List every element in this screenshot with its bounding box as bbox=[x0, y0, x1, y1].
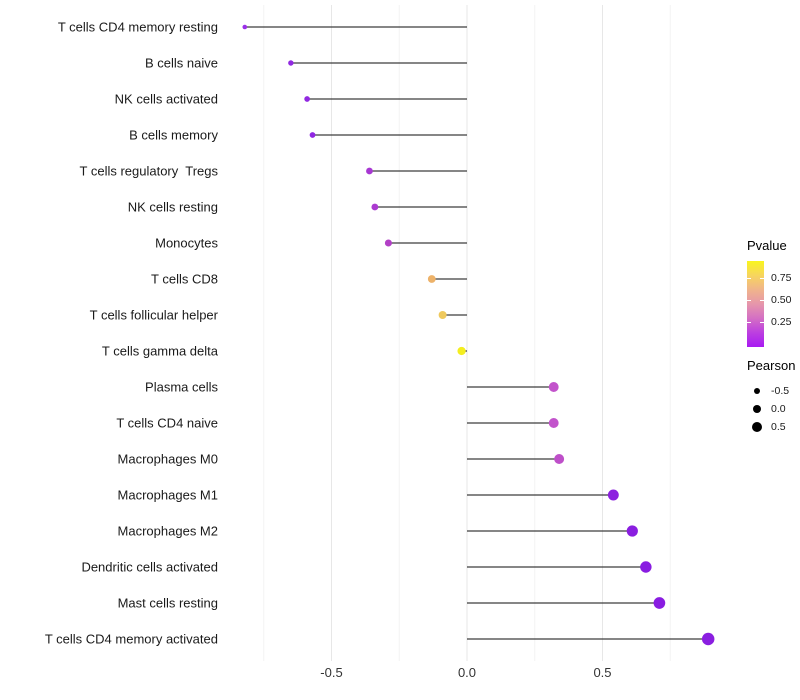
pvalue-tick-mark bbox=[747, 278, 751, 279]
lollipop-point bbox=[309, 132, 316, 138]
pearson-legend-dot bbox=[751, 421, 763, 433]
category-label: Plasma cells bbox=[145, 380, 218, 395]
pvalue-tick-mark bbox=[760, 278, 764, 279]
pearson-legend-title: Pearson bbox=[747, 358, 796, 373]
pearson-legend-row: 0.5 bbox=[747, 418, 795, 436]
lollipop-point bbox=[438, 311, 447, 319]
category-label: T cells CD4 naive bbox=[116, 416, 218, 431]
lollipop-point bbox=[701, 632, 715, 646]
pearson-legend: Pearson -0.5 0.0 0.5 bbox=[747, 358, 795, 436]
pvalue-gradient-wrap: 0.75 0.50 0.25 bbox=[747, 261, 791, 347]
pvalue-tick-mark bbox=[760, 322, 764, 323]
lollipop-point bbox=[304, 96, 310, 102]
category-label: NK cells resting bbox=[128, 200, 218, 215]
pvalue-tick-label: 0.25 bbox=[771, 316, 792, 328]
lollipop-point bbox=[548, 418, 559, 428]
pearson-legend-dot-cell bbox=[747, 387, 767, 395]
category-label: Monocytes bbox=[155, 236, 218, 251]
lollipop-point bbox=[607, 489, 619, 501]
pvalue-legend: Pvalue 0.75 0.50 0.25 bbox=[747, 238, 791, 347]
category-label: T cells CD4 memory activated bbox=[45, 632, 218, 647]
pvalue-tick-label: 0.75 bbox=[771, 272, 792, 284]
lollipop-point bbox=[457, 346, 466, 356]
lollipop-point bbox=[427, 275, 436, 283]
lollipop-point bbox=[548, 382, 559, 392]
pearson-legend-label: -0.5 bbox=[771, 385, 790, 397]
lollipop-point bbox=[626, 525, 638, 537]
x-tick-label: 0.0 bbox=[458, 665, 476, 680]
pearson-legend-dot-cell bbox=[747, 404, 767, 414]
lollipop-point bbox=[366, 167, 373, 175]
category-label: B cells naive bbox=[145, 56, 218, 71]
pvalue-legend-title: Pvalue bbox=[747, 238, 787, 253]
category-label: T cells regulatory Tregs bbox=[80, 164, 219, 179]
lollipop-point bbox=[653, 597, 666, 609]
x-tick-label: 0.5 bbox=[593, 665, 611, 680]
pearson-legend-label: 0.5 bbox=[771, 421, 786, 433]
lollipop-point bbox=[640, 561, 652, 573]
category-label: Dendritic cells activated bbox=[81, 560, 218, 575]
category-label: Macrophages M1 bbox=[118, 488, 218, 503]
pearson-legend-label: 0.0 bbox=[771, 403, 786, 415]
category-label: Macrophages M2 bbox=[118, 524, 218, 539]
pvalue-gradient-bar bbox=[747, 261, 764, 347]
category-label: T cells CD8 bbox=[151, 272, 218, 287]
category-label: Mast cells resting bbox=[118, 596, 218, 611]
pearson-legend-row: 0.0 bbox=[747, 400, 795, 418]
category-label: B cells memory bbox=[129, 128, 218, 143]
category-label: T cells gamma delta bbox=[102, 344, 219, 359]
lollipop-point bbox=[371, 203, 379, 211]
pvalue-tick-mark bbox=[747, 300, 751, 301]
pearson-legend-dot bbox=[752, 404, 762, 414]
lollipop-point bbox=[384, 239, 392, 247]
pearson-legend-row: -0.5 bbox=[747, 382, 795, 400]
category-label: Macrophages M0 bbox=[118, 452, 218, 467]
category-label: T cells CD4 memory resting bbox=[58, 20, 218, 35]
category-label: NK cells activated bbox=[115, 92, 218, 107]
category-label: T cells follicular helper bbox=[90, 308, 219, 323]
lollipop-point bbox=[554, 454, 565, 464]
lollipop-point bbox=[288, 60, 294, 66]
pearson-legend-dot bbox=[753, 387, 761, 395]
lollipop-point bbox=[242, 24, 248, 30]
pvalue-tick-label: 0.50 bbox=[771, 294, 792, 306]
pearson-legend-rows: -0.5 0.0 0.5 bbox=[747, 382, 795, 436]
pearson-legend-dot-cell bbox=[747, 421, 767, 433]
pvalue-tick-mark bbox=[760, 300, 764, 301]
x-tick-label: -0.5 bbox=[320, 665, 342, 680]
pvalue-tick-mark bbox=[747, 322, 751, 323]
